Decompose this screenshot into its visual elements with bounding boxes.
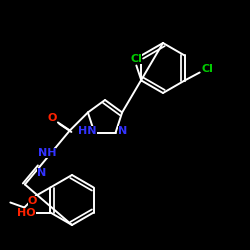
Text: N: N: [118, 126, 127, 136]
Text: Cl: Cl: [202, 64, 213, 74]
Text: Cl: Cl: [130, 54, 142, 64]
Text: HO: HO: [17, 208, 36, 218]
Text: N: N: [37, 168, 46, 178]
Text: HN: HN: [78, 126, 97, 136]
Text: NH: NH: [38, 148, 56, 158]
Text: O: O: [28, 196, 37, 205]
Text: O: O: [47, 114, 56, 124]
